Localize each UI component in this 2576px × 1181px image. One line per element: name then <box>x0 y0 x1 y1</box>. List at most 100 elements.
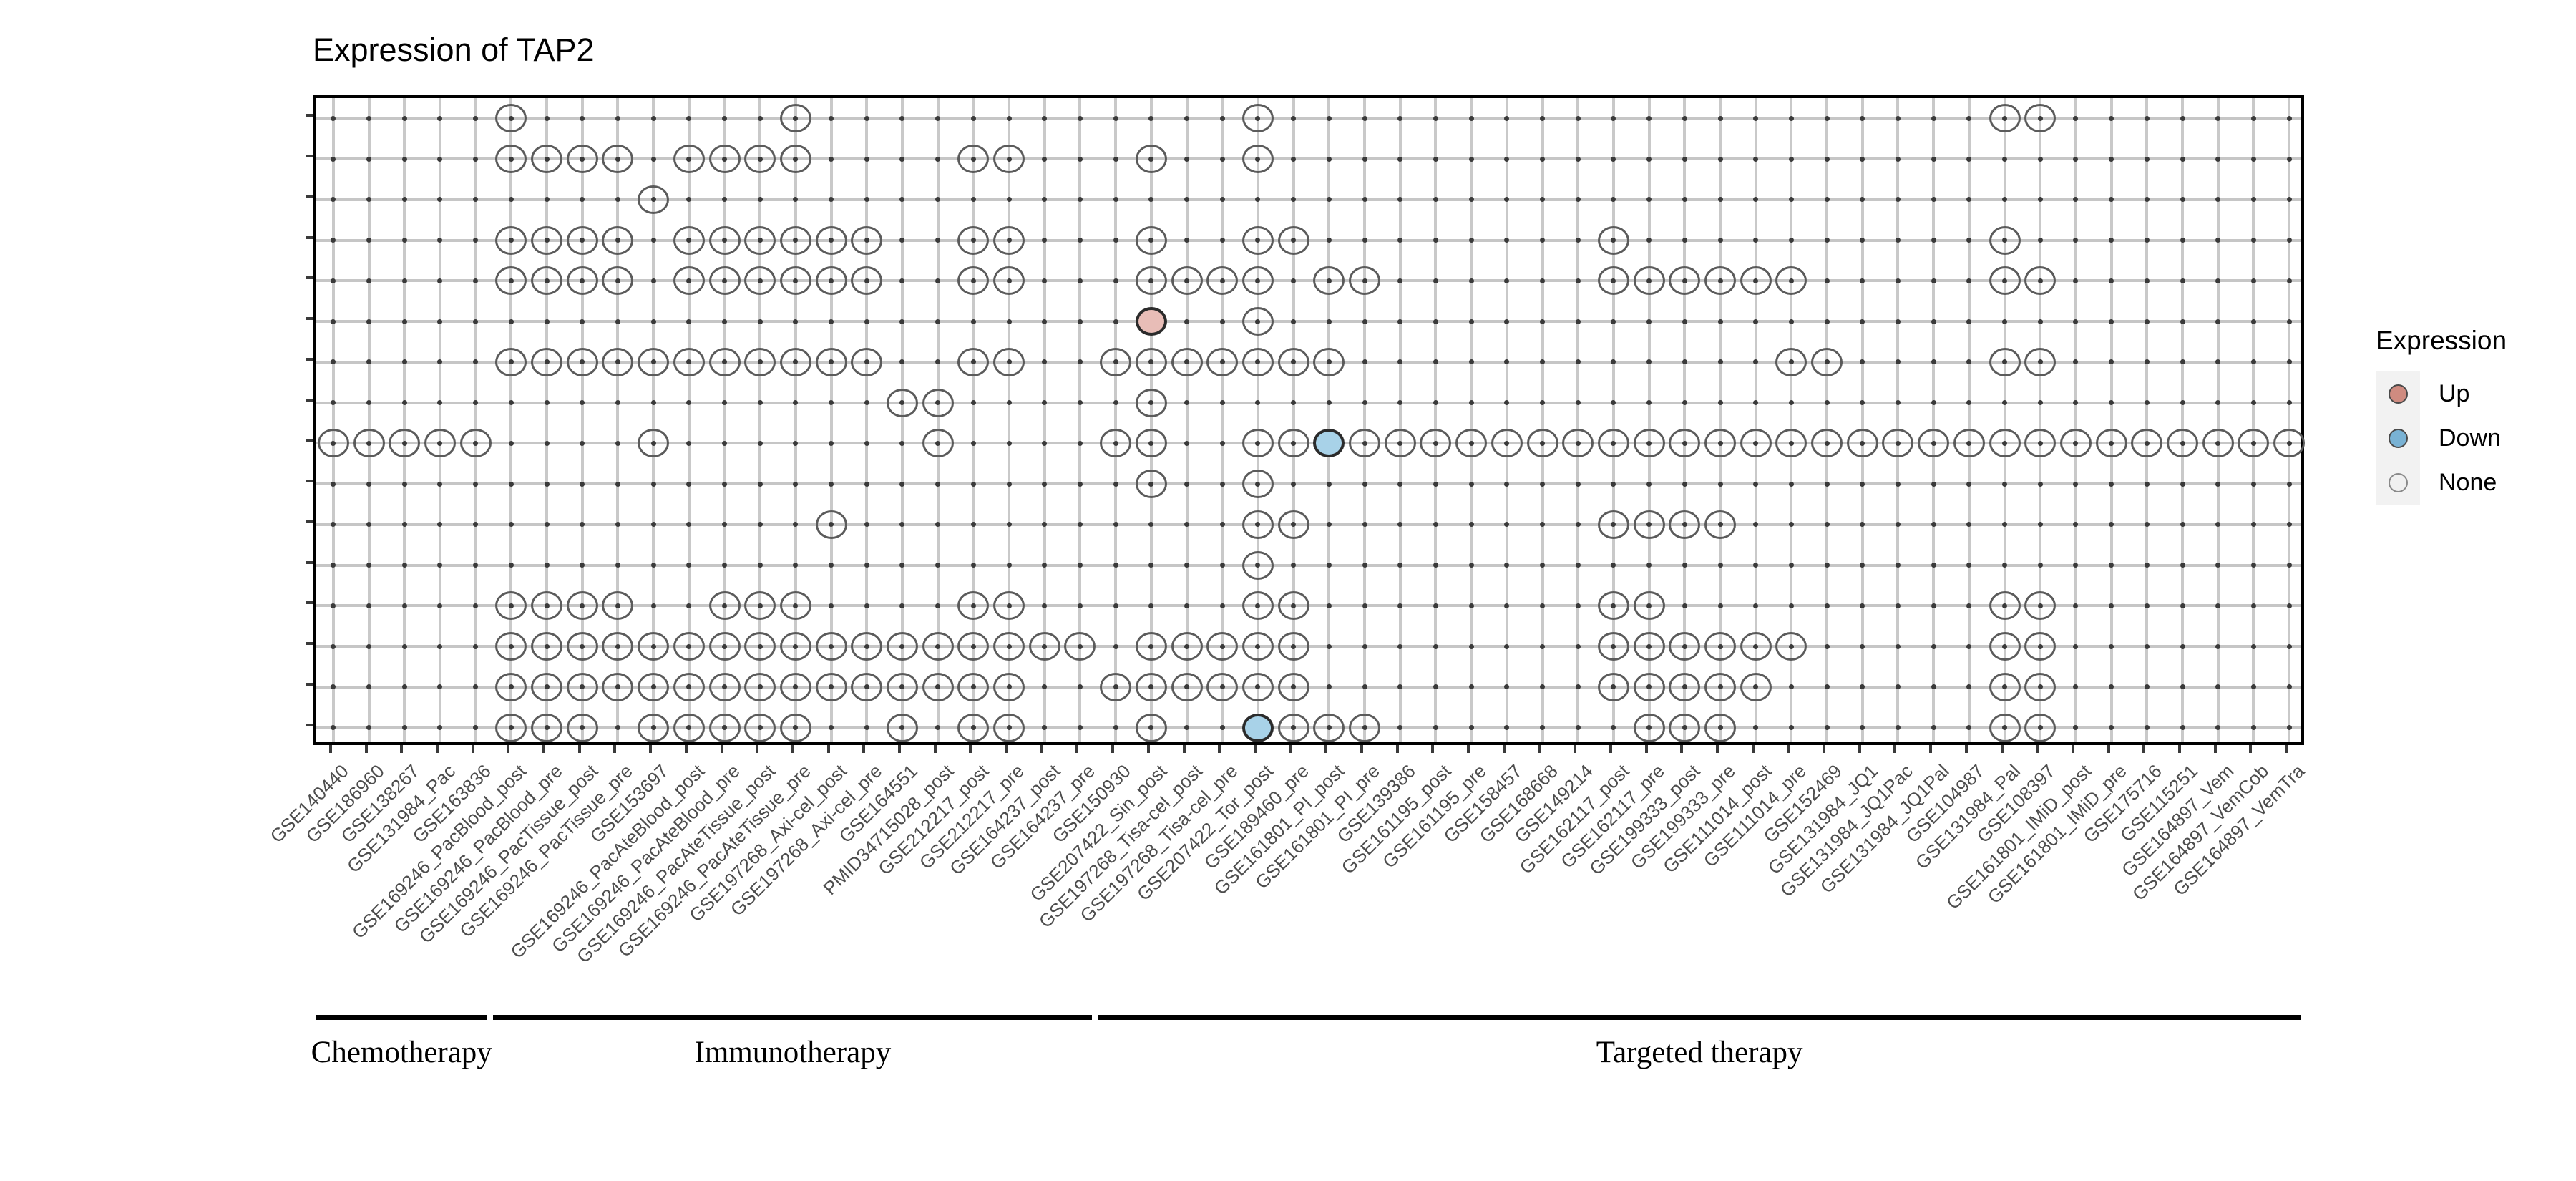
expression-point[interactable] <box>495 632 527 661</box>
expression-point[interactable] <box>1100 429 1132 458</box>
expression-point[interactable] <box>1597 632 1629 661</box>
expression-point[interactable] <box>1135 672 1167 701</box>
expression-point[interactable] <box>957 591 990 621</box>
expression-point[interactable] <box>566 713 598 742</box>
expression-point[interactable] <box>815 347 847 376</box>
expression-point[interactable] <box>459 429 492 458</box>
expression-point[interactable] <box>708 225 741 255</box>
expression-point[interactable] <box>779 145 811 174</box>
expression-point[interactable] <box>1740 429 1772 458</box>
expression-point[interactable] <box>638 429 670 458</box>
expression-point[interactable] <box>1740 266 1772 296</box>
expression-point[interactable] <box>851 672 883 701</box>
expression-point[interactable] <box>1526 429 1558 458</box>
expression-point[interactable] <box>1277 347 1309 376</box>
expression-point[interactable] <box>1241 307 1274 336</box>
expression-point[interactable] <box>2024 429 2057 458</box>
expression-point[interactable] <box>638 347 670 376</box>
expression-point[interactable] <box>673 672 705 701</box>
expression-point[interactable] <box>1349 713 1381 742</box>
expression-point[interactable] <box>993 145 1025 174</box>
expression-point[interactable] <box>1633 713 1665 742</box>
expression-point[interactable] <box>1669 632 1701 661</box>
expression-point[interactable] <box>1277 672 1309 701</box>
expression-point[interactable] <box>993 672 1025 701</box>
expression-point[interactable] <box>673 266 705 296</box>
expression-point[interactable] <box>1135 470 1167 499</box>
expression-point[interactable] <box>566 145 598 174</box>
expression-point[interactable] <box>779 713 811 742</box>
expression-point[interactable] <box>1989 672 2021 701</box>
legend-item[interactable]: Up <box>2376 371 2507 416</box>
expression-point[interactable] <box>495 347 527 376</box>
expression-point[interactable] <box>638 713 670 742</box>
expression-point[interactable] <box>1597 591 1629 621</box>
expression-point[interactable] <box>353 429 385 458</box>
expression-point[interactable] <box>1171 266 1203 296</box>
expression-point[interactable] <box>1704 632 1736 661</box>
expression-point[interactable] <box>566 672 598 701</box>
expression-point[interactable] <box>851 266 883 296</box>
expression-point[interactable] <box>993 225 1025 255</box>
expression-point[interactable] <box>922 429 954 458</box>
expression-point[interactable] <box>1989 429 2021 458</box>
expression-point[interactable] <box>1562 429 1594 458</box>
expression-point[interactable] <box>1241 672 1274 701</box>
expression-point[interactable] <box>673 225 705 255</box>
expression-point[interactable] <box>602 632 634 661</box>
expression-point[interactable] <box>1633 672 1665 701</box>
expression-point[interactable] <box>1704 429 1736 458</box>
expression-point[interactable] <box>2131 429 2163 458</box>
expression-point[interactable] <box>1241 104 1274 133</box>
expression-point[interactable] <box>495 145 527 174</box>
expression-point[interactable] <box>886 713 918 742</box>
expression-point[interactable] <box>1597 429 1629 458</box>
expression-point[interactable] <box>1277 225 1309 255</box>
expression-point[interactable] <box>638 672 670 701</box>
expression-point[interactable] <box>2238 429 2270 458</box>
expression-point[interactable] <box>531 713 563 742</box>
expression-point[interactable] <box>495 266 527 296</box>
expression-point[interactable] <box>1241 266 1274 296</box>
expression-point[interactable] <box>1811 429 1843 458</box>
expression-point[interactable] <box>638 185 670 214</box>
expression-point[interactable] <box>779 225 811 255</box>
expression-point[interactable] <box>708 591 741 621</box>
expression-point[interactable] <box>2024 591 2057 621</box>
expression-point[interactable] <box>1241 347 1274 376</box>
expression-point[interactable] <box>1989 347 2021 376</box>
expression-point[interactable] <box>2024 347 2057 376</box>
expression-point[interactable] <box>1704 266 1736 296</box>
expression-point[interactable] <box>1241 550 1274 580</box>
expression-point[interactable] <box>1704 713 1736 742</box>
expression-point[interactable] <box>1633 591 1665 621</box>
expression-point[interactable] <box>602 347 634 376</box>
legend-item[interactable]: Down <box>2376 416 2507 460</box>
expression-point[interactable] <box>1775 347 1807 376</box>
expression-point[interactable] <box>1740 632 1772 661</box>
expression-point[interactable] <box>2059 429 2092 458</box>
expression-point[interactable] <box>1349 429 1381 458</box>
expression-point[interactable] <box>566 591 598 621</box>
expression-point[interactable] <box>531 591 563 621</box>
expression-point[interactable] <box>531 672 563 701</box>
expression-point[interactable] <box>1775 429 1807 458</box>
expression-point[interactable] <box>495 713 527 742</box>
expression-point[interactable] <box>886 632 918 661</box>
expression-point[interactable] <box>744 632 776 661</box>
expression-point[interactable] <box>1882 429 1914 458</box>
expression-point[interactable] <box>1100 347 1132 376</box>
expression-point[interactable] <box>1989 225 2021 255</box>
expression-point[interactable] <box>1704 672 1736 701</box>
expression-point[interactable] <box>1135 429 1167 458</box>
expression-point[interactable] <box>1989 591 2021 621</box>
expression-point[interactable] <box>1740 672 1772 701</box>
expression-point[interactable] <box>1135 632 1167 661</box>
expression-point[interactable] <box>1064 632 1096 661</box>
expression-point[interactable] <box>1597 266 1629 296</box>
expression-point[interactable] <box>1669 510 1701 539</box>
expression-point[interactable] <box>744 266 776 296</box>
expression-point[interactable] <box>1597 672 1629 701</box>
expression-point[interactable] <box>531 347 563 376</box>
expression-point[interactable] <box>1135 266 1167 296</box>
